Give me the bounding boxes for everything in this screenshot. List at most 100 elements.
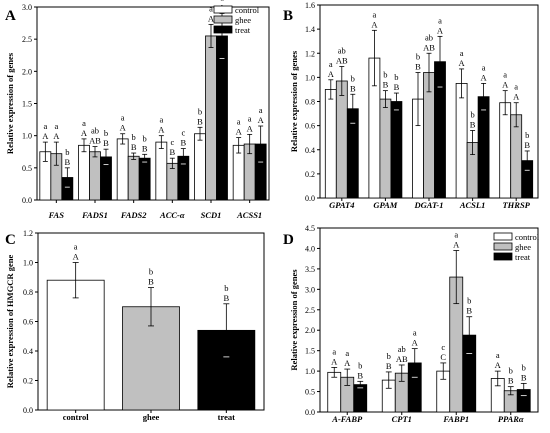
y-tick-label: 0.5 — [22, 164, 32, 173]
significance-letter: AB — [89, 136, 101, 146]
y-tick-label: 1.0 — [305, 73, 315, 82]
x-category-label: control — [63, 412, 89, 422]
y-tick-label: 2.0 — [22, 67, 32, 76]
panel-d: D Relative expression of genes 0.0 0.5 1.0 1.… — [283, 224, 540, 424]
significance-letter: A — [331, 356, 338, 366]
y-tick-label: 0.6 — [305, 122, 315, 131]
x-category-label: ACSS1 — [236, 210, 262, 220]
y-tick-label: 0.4 — [305, 146, 315, 155]
significance-letter: a — [496, 350, 500, 360]
significance-letter: B — [466, 306, 472, 316]
x-category-label: treat — [218, 412, 235, 422]
significance-letter: b — [358, 360, 362, 370]
bar — [194, 133, 206, 201]
significance-letter: A — [42, 131, 49, 141]
significance-letter: b — [509, 366, 513, 376]
significance-letter: b — [416, 52, 420, 62]
significance-letter: a — [460, 48, 464, 58]
significance-letter: B — [394, 82, 400, 92]
significance-letter: b — [387, 351, 391, 361]
significance-letter: a — [74, 242, 78, 252]
y-tick-label: 1.0 — [23, 259, 33, 268]
significance-letter: A — [459, 58, 466, 68]
significance-letter: b — [198, 106, 202, 116]
significance-letter: a — [54, 121, 58, 131]
significance-letter: B — [142, 143, 148, 153]
legend-swatch — [213, 15, 233, 24]
y-tick-label: 0.5 — [305, 388, 315, 397]
significance-letter: A — [81, 128, 88, 138]
x-category-label: ACC-α — [159, 210, 185, 220]
significance-letter: B — [524, 140, 530, 150]
significance-letter: A — [208, 13, 215, 23]
significance-letter: B — [180, 138, 186, 148]
significance-letter: A — [53, 131, 60, 141]
panel-label: A — [5, 8, 16, 24]
significance-letter: a — [345, 348, 349, 358]
significance-letter: AB — [336, 56, 348, 66]
x-category-label: DGAT-1 — [414, 200, 444, 210]
x-category-label: ACSL1 — [459, 200, 486, 210]
y-tick-label: 2.0 — [305, 326, 315, 335]
significance-letter: a — [237, 117, 241, 127]
y-axis-label: Relative expression of HMGCR gene — [5, 255, 15, 389]
x-category-label: ghee — [143, 412, 160, 422]
y-tick-label: 0.4 — [23, 347, 33, 356]
x-category-label: FADS2 — [120, 210, 147, 220]
significance-letter: b — [224, 283, 228, 293]
y-tick-label: 1.6 — [305, 1, 315, 10]
significance-letter: a — [482, 62, 486, 72]
significance-letter: ab — [425, 32, 433, 42]
legend-swatch — [493, 242, 513, 251]
significance-letter: b — [143, 133, 147, 143]
significance-letter: a — [209, 3, 213, 13]
significance-letter: a — [43, 121, 47, 131]
significance-letter: c — [441, 342, 445, 352]
significance-letter: B — [223, 293, 229, 303]
bar — [510, 114, 523, 199]
significance-letter: b — [104, 128, 108, 138]
y-tick-label: 2.5 — [22, 35, 32, 44]
bar — [232, 144, 245, 201]
y-tick-label: 1.5 — [22, 100, 32, 109]
y-tick-label: 2.5 — [305, 306, 315, 315]
bar — [78, 144, 90, 201]
significance-letter: B — [357, 370, 363, 380]
bar — [499, 102, 512, 199]
x-category-label: SCD1 — [201, 210, 222, 220]
significance-letter: ab — [338, 46, 346, 56]
significance-letter: a — [248, 113, 252, 123]
y-tick-label: 0.0 — [23, 406, 33, 415]
y-tick-label: 1.2 — [23, 229, 33, 238]
panel-label: B — [283, 8, 293, 24]
panel-b: B Relative expression of genes 0.0 0.2 0.4 0.… — [283, 1, 539, 210]
significance-letter: a — [82, 118, 86, 128]
bar — [324, 89, 337, 199]
y-axis-label: Relative expression of genes — [289, 269, 299, 371]
significance-letter: a — [332, 346, 336, 356]
y-tick-label: 3.0 — [22, 3, 32, 12]
legend-swatch — [213, 5, 233, 14]
significance-letter: A — [495, 360, 502, 370]
significance-letter: A — [502, 80, 509, 90]
y-axis-label: Relative expression of genes — [289, 50, 299, 152]
significance-letter: B — [383, 80, 389, 90]
significance-letter: B — [470, 119, 476, 129]
significance-letter: A — [513, 92, 520, 102]
y-tick-label: 0.2 — [23, 377, 33, 386]
significance-letter: a — [413, 328, 417, 338]
legend-swatch — [493, 232, 513, 241]
significance-letter: A — [328, 69, 335, 79]
significance-letter: A — [258, 115, 265, 125]
y-tick-label: 1.0 — [305, 367, 315, 376]
y-tick-label: 3.5 — [305, 265, 315, 274]
significance-letter: A — [412, 338, 419, 348]
legend-label: control — [515, 232, 540, 242]
y-axis-label: Relative expression of genes — [5, 52, 15, 154]
significance-letter: B — [131, 142, 137, 152]
bar — [455, 83, 468, 199]
significance-letter: AB — [396, 354, 408, 364]
significance-letter: c — [181, 128, 185, 138]
